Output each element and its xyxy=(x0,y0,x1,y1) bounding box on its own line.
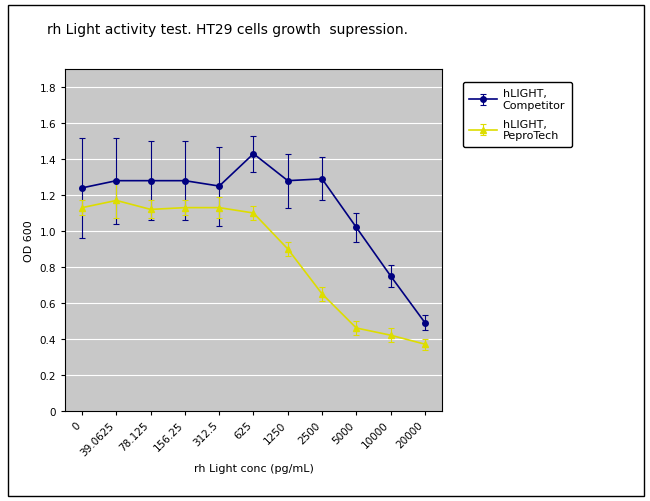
X-axis label: rh Light conc (pg/mL): rh Light conc (pg/mL) xyxy=(194,463,313,473)
Y-axis label: OD 600: OD 600 xyxy=(24,219,34,262)
Text: rh Light activity test. HT29 cells growth  supression.: rh Light activity test. HT29 cells growt… xyxy=(47,23,408,37)
Legend: hLIGHT,
Competitor, hLIGHT,
PeproTech: hLIGHT, Competitor, hLIGHT, PeproTech xyxy=(463,83,572,148)
